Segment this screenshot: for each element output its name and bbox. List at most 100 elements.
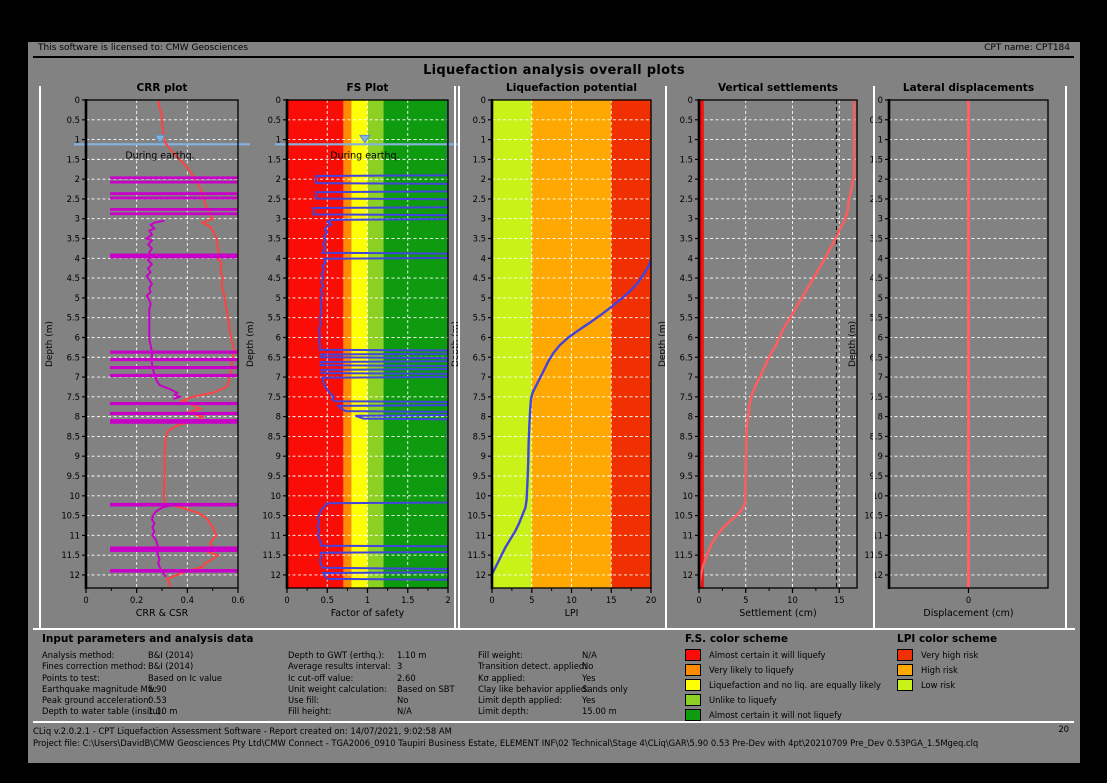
svg-text:2: 2 — [878, 174, 883, 184]
svg-text:3.5: 3.5 — [67, 234, 80, 244]
svg-text:5.5: 5.5 — [680, 313, 693, 323]
param-value: 5.90 — [148, 683, 167, 694]
svg-text:8: 8 — [75, 412, 80, 422]
param-row: Peak ground acceleration: 0.53 — [42, 695, 222, 706]
param-value: 1.10 m — [397, 650, 427, 660]
svg-text:11.5: 11.5 — [467, 550, 486, 560]
svg-text:7: 7 — [276, 372, 281, 382]
svg-text:9: 9 — [276, 451, 281, 461]
param-row: Fill weight: N/A — [478, 650, 628, 661]
lpi-plot: 00.511.522.533.544.555.566.577.588.599.5… — [451, 82, 656, 619]
svg-text:9: 9 — [688, 451, 693, 461]
svg-text:1.5: 1.5 — [870, 154, 883, 164]
fs-band — [287, 100, 344, 588]
svg-text:8.5: 8.5 — [268, 431, 281, 441]
svg-text:0.6: 0.6 — [231, 595, 244, 605]
svg-text:8.5: 8.5 — [67, 431, 80, 441]
svg-text:3.5: 3.5 — [473, 234, 486, 244]
legend-swatch-icon — [897, 664, 913, 676]
svg-text:12: 12 — [682, 570, 693, 580]
svg-text:11: 11 — [69, 530, 80, 540]
svg-text:1.5: 1.5 — [401, 595, 414, 605]
svg-text:3: 3 — [75, 214, 80, 224]
fs-ylabel: Depth (m) — [246, 321, 256, 367]
svg-text:0.5: 0.5 — [680, 115, 693, 125]
crr-frame — [85, 99, 239, 589]
svg-text:0: 0 — [688, 95, 693, 105]
legend-label: Very high risk — [921, 650, 979, 660]
param-row: Limit depth applied: Yes — [478, 695, 628, 706]
param-value: No — [582, 661, 594, 672]
svg-text:1: 1 — [365, 595, 370, 605]
lpi-legend: LPI color scheme Very high risk High risk… — [897, 633, 997, 694]
svg-text:5: 5 — [75, 293, 80, 303]
param-label: Depth to GWT (erthq.): — [288, 650, 385, 660]
svg-text:9.5: 9.5 — [67, 471, 80, 481]
svg-text:6: 6 — [481, 332, 486, 342]
svg-text:0.5: 0.5 — [473, 115, 486, 125]
page-title: Liquefaction analysis overall plots — [423, 63, 685, 78]
svg-text:2: 2 — [445, 595, 450, 605]
legend-swatch-icon — [685, 664, 701, 676]
param-row: Transition detect. applied: No — [478, 661, 628, 672]
param-row: Fines correction method: B&I (2014) — [42, 661, 222, 672]
svg-text:0: 0 — [284, 595, 289, 605]
svg-text:5.5: 5.5 — [473, 313, 486, 323]
fs-grid — [287, 99, 448, 588]
svg-text:5: 5 — [743, 595, 748, 605]
fs-legend-title: F.S. color scheme — [685, 633, 789, 645]
param-value: Yes — [582, 695, 596, 706]
crr-layer-bar — [110, 192, 238, 195]
lpi-legend-title: LPI color scheme — [897, 633, 998, 645]
svg-text:5.5: 5.5 — [268, 313, 281, 323]
legend-label: Very likely to liquefy — [709, 665, 794, 675]
param-row: Points to test: Based on Ic value — [42, 673, 222, 684]
settlement-grid — [699, 99, 857, 588]
lateral-xlabel: Displacement (cm) — [923, 608, 1013, 619]
svg-text:0: 0 — [276, 95, 281, 105]
param-value: B&I (2014) — [148, 650, 194, 660]
param-label: Peak ground acceleration: — [42, 695, 152, 706]
footer-line2: Project file: C:\Users\DavidB\CMW Geosci… — [33, 738, 979, 748]
svg-text:15: 15 — [834, 595, 845, 605]
svg-text:9: 9 — [75, 451, 80, 461]
page-number: 20 — [1058, 724, 1069, 734]
param-value: B&I (2014) — [148, 661, 194, 672]
svg-text:10.5: 10.5 — [262, 511, 281, 521]
svg-text:7: 7 — [481, 372, 486, 382]
svg-text:5.5: 5.5 — [67, 313, 80, 323]
header-rule — [33, 56, 1074, 58]
svg-text:1.5: 1.5 — [473, 154, 486, 164]
crr-layer-bar — [110, 253, 238, 259]
param-row: Limit depth: 15.00 m — [478, 706, 628, 717]
legend-item: Unlike to liquefy — [685, 694, 881, 706]
legend-item: Almost certain it will not liquefy — [685, 709, 881, 721]
svg-text:2: 2 — [688, 174, 693, 184]
fs-xlabel: Factor of safety — [331, 608, 405, 619]
svg-text:10: 10 — [872, 491, 883, 501]
settlement-plot: 00.511.522.533.544.555.566.577.588.599.5… — [658, 82, 858, 619]
svg-text:0.4: 0.4 — [181, 595, 194, 605]
param-label: Unit weight calculation: — [288, 683, 387, 694]
param-label: Earthquake magnitude Mw: — [42, 683, 157, 694]
crr-curve — [150, 504, 170, 578]
crr-layer-bar — [110, 419, 238, 424]
svg-text:9.5: 9.5 — [870, 471, 883, 481]
settlement-frame — [698, 99, 858, 589]
svg-text:10.5: 10.5 — [674, 511, 693, 521]
svg-text:0: 0 — [83, 595, 88, 605]
param-value: Based on SBT — [397, 683, 455, 694]
svg-text:1.5: 1.5 — [268, 154, 281, 164]
svg-text:8.5: 8.5 — [870, 431, 883, 441]
svg-text:3: 3 — [481, 214, 486, 224]
svg-text:3: 3 — [688, 214, 693, 224]
svg-text:12: 12 — [69, 570, 80, 580]
crr-layer-bar — [110, 401, 238, 406]
fs-band — [343, 100, 352, 588]
lateral-ylabel: Depth (m) — [848, 321, 858, 367]
svg-text:6.5: 6.5 — [680, 352, 693, 362]
plot-separators — [33, 86, 1075, 630]
settlement-xlabel: Settlement (cm) — [739, 608, 817, 619]
csr-curve — [157, 100, 236, 587]
legend-item: Almost certain it will liquefy — [685, 649, 881, 661]
